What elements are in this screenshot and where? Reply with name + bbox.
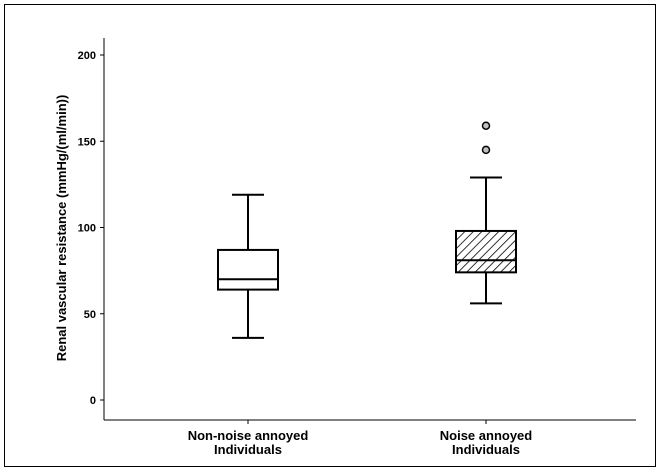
category-label-line1: Noise annoyed: [440, 428, 533, 443]
y-tick-label: 150: [78, 136, 96, 148]
y-tick-label: 0: [90, 395, 96, 407]
category-label-line1: Non-noise annoyed: [188, 428, 309, 443]
y-tick-label: 100: [78, 223, 96, 235]
category-label-line2: Individuals: [214, 442, 282, 457]
boxes: [217, 121, 517, 339]
box-iqr: [455, 229, 517, 274]
y-axis-label: Renal vascular resistance (mmHg/(ml/min)…: [54, 95, 69, 362]
y-tick-label: 200: [78, 50, 96, 62]
category-label-line2: Individuals: [452, 442, 520, 457]
outlier-point: [481, 121, 491, 130]
outlier-point: [481, 145, 491, 155]
y-tick-label: 50: [84, 309, 96, 321]
chart-frame: [4, 4, 656, 467]
box-iqr: [217, 248, 279, 291]
